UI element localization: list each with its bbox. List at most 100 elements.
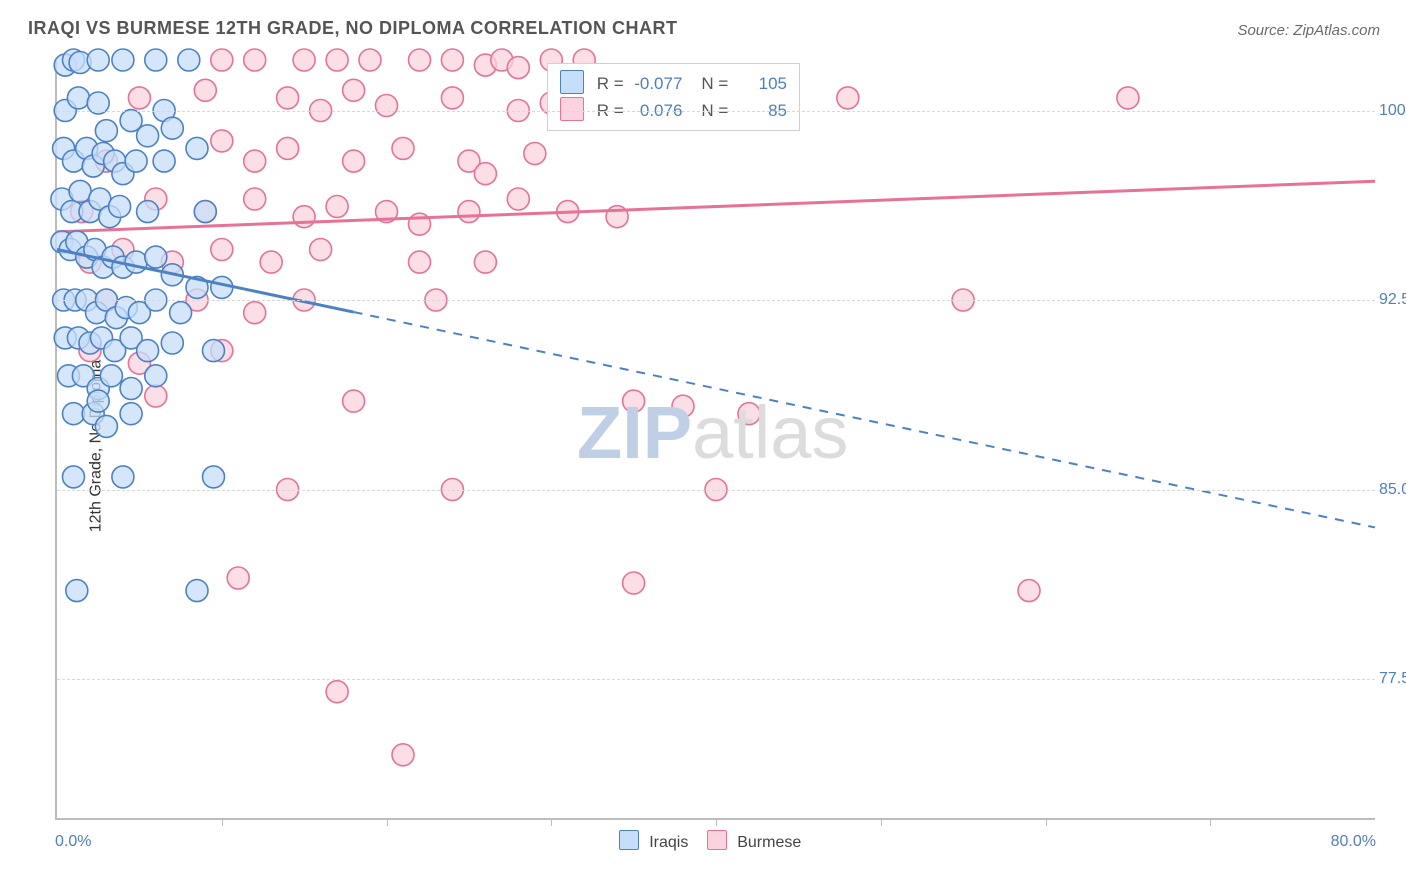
- scatter-point-iraqis: [203, 340, 225, 362]
- scatter-point-iraqis: [112, 466, 134, 488]
- scatter-point-iraqis: [120, 403, 142, 425]
- plot-area: ZIPatlas R = -0.077 N = 105 R = 0.076 N …: [55, 60, 1375, 820]
- scatter-point-iraqis: [100, 365, 122, 387]
- scatter-point-burmese: [409, 251, 431, 273]
- scatter-point-burmese: [277, 87, 299, 109]
- scatter-point-burmese: [359, 49, 381, 71]
- scatter-point-iraqis: [66, 580, 88, 602]
- y-tick-label: 92.5%: [1379, 291, 1406, 309]
- scatter-point-iraqis: [69, 180, 91, 202]
- source-attribution: Source: ZipAtlas.com: [1237, 22, 1380, 39]
- legend-swatch-burmese: [707, 830, 727, 850]
- y-tick-label: 77.5%: [1379, 670, 1406, 688]
- x-tick: [1046, 818, 1047, 826]
- scatter-point-iraqis: [125, 251, 147, 273]
- scatter-point-iraqis: [95, 415, 117, 437]
- legend-label-iraqis: Iraqis: [649, 834, 688, 851]
- scatter-point-iraqis: [87, 390, 109, 412]
- legend-label-burmese: Burmese: [737, 834, 801, 851]
- scatter-point-burmese: [128, 87, 150, 109]
- scatter-point-iraqis: [186, 580, 208, 602]
- scatter-point-burmese: [392, 137, 414, 159]
- gridline: [57, 679, 1375, 680]
- scatter-point-iraqis: [63, 403, 85, 425]
- scatter-point-iraqis: [120, 378, 142, 400]
- scatter-point-iraqis: [137, 201, 159, 223]
- scatter-point-iraqis: [63, 466, 85, 488]
- scatter-point-burmese: [507, 188, 529, 210]
- y-tick-label: 85.0%: [1379, 481, 1406, 499]
- scatter-point-burmese: [343, 79, 365, 101]
- scatter-point-burmese: [326, 196, 348, 218]
- x-tick: [881, 818, 882, 826]
- scatter-point-burmese: [227, 567, 249, 589]
- bottom-legend: Iraqis Burmese: [0, 830, 1406, 852]
- scatter-point-burmese: [474, 251, 496, 273]
- chart-svg: [57, 60, 1375, 818]
- scatter-point-burmese: [458, 201, 480, 223]
- scatter-point-iraqis: [194, 201, 216, 223]
- scatter-point-iraqis: [203, 466, 225, 488]
- gridline: [57, 490, 1375, 491]
- scatter-point-burmese: [738, 403, 760, 425]
- scatter-point-iraqis: [145, 246, 167, 268]
- scatter-point-burmese: [260, 251, 282, 273]
- scatter-point-burmese: [293, 49, 315, 71]
- scatter-point-burmese: [326, 49, 348, 71]
- scatter-point-burmese: [1117, 87, 1139, 109]
- scatter-point-iraqis: [95, 120, 117, 142]
- scatter-point-iraqis: [153, 150, 175, 172]
- x-tick: [716, 818, 717, 826]
- chart-title: IRAQI VS BURMESE 12TH GRADE, NO DIPLOMA …: [28, 18, 678, 39]
- scatter-point-burmese: [145, 385, 167, 407]
- scatter-point-burmese: [441, 49, 463, 71]
- x-tick: [387, 818, 388, 826]
- scatter-point-burmese: [244, 188, 266, 210]
- scatter-point-burmese: [524, 143, 546, 165]
- scatter-point-burmese: [474, 163, 496, 185]
- scatter-point-burmese: [326, 681, 348, 703]
- x-tick: [222, 818, 223, 826]
- scatter-point-iraqis: [125, 150, 147, 172]
- scatter-point-burmese: [343, 150, 365, 172]
- stats-row-iraqis: R = -0.077 N = 105: [560, 70, 787, 97]
- scatter-point-iraqis: [178, 49, 200, 71]
- stats-n-prefix: N =: [701, 74, 728, 93]
- gridline: [57, 300, 1375, 301]
- stats-n-iraqis: 105: [733, 70, 787, 97]
- legend-swatch-iraqis: [619, 830, 639, 850]
- scatter-point-burmese: [211, 239, 233, 261]
- stats-r-iraqis: -0.077: [628, 70, 682, 97]
- scatter-point-burmese: [277, 137, 299, 159]
- scatter-point-iraqis: [145, 49, 167, 71]
- scatter-point-burmese: [376, 95, 398, 117]
- stats-r-prefix: R =: [597, 74, 624, 93]
- scatter-point-iraqis: [67, 87, 89, 109]
- x-tick: [551, 818, 552, 826]
- x-tick: [1210, 818, 1211, 826]
- scatter-point-iraqis: [137, 125, 159, 147]
- scatter-point-iraqis: [137, 340, 159, 362]
- scatter-point-iraqis: [145, 365, 167, 387]
- scatter-point-burmese: [623, 390, 645, 412]
- scatter-point-burmese: [244, 49, 266, 71]
- scatter-point-iraqis: [161, 332, 183, 354]
- scatter-point-burmese: [623, 572, 645, 594]
- scatter-point-burmese: [392, 744, 414, 766]
- scatter-point-burmese: [441, 87, 463, 109]
- stats-swatch-iraqis: [560, 70, 584, 94]
- stats-swatch-burmese: [560, 97, 584, 121]
- scatter-point-burmese: [211, 130, 233, 152]
- scatter-point-iraqis: [109, 196, 131, 218]
- gridline: [57, 111, 1375, 112]
- y-tick-label: 100.0%: [1379, 102, 1406, 120]
- scatter-point-burmese: [194, 79, 216, 101]
- scatter-point-burmese: [310, 239, 332, 261]
- scatter-point-burmese: [244, 150, 266, 172]
- scatter-point-burmese: [409, 49, 431, 71]
- scatter-point-burmese: [343, 390, 365, 412]
- scatter-point-burmese: [293, 206, 315, 228]
- scatter-point-iraqis: [161, 117, 183, 139]
- scatter-point-burmese: [211, 49, 233, 71]
- scatter-point-iraqis: [87, 49, 109, 71]
